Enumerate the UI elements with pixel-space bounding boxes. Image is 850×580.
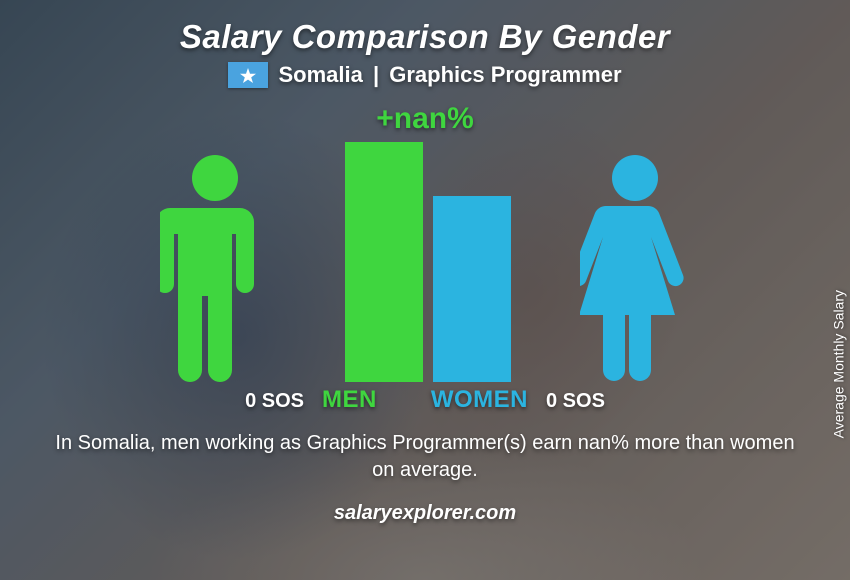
subtitle-text: Somalia | Graphics Programmer: [278, 62, 621, 88]
subtitle-row: Somalia | Graphics Programmer: [228, 62, 621, 88]
male-figure-icon: [160, 152, 270, 382]
men-value-label: 0 SOS: [245, 390, 304, 413]
y-axis-label: Average Monthly Salary: [830, 290, 846, 438]
women-bar: [433, 196, 511, 382]
infographic-content: Salary Comparison By Gender Somalia | Gr…: [0, 0, 850, 580]
flag-icon: [228, 62, 268, 88]
chart-bottom-labels: 0 SOS MEN WOMEN 0 SOS: [145, 386, 705, 414]
gender-chart: +nan% 0 SOS MEN: [145, 102, 705, 422]
men-category-label: MEN: [322, 386, 377, 414]
female-figure-icon: [580, 152, 690, 382]
site-credit: salaryexplorer.com: [334, 502, 516, 525]
women-value-label: 0 SOS: [546, 390, 605, 413]
job-title: Graphics Programmer: [389, 62, 621, 87]
men-bar: [345, 142, 423, 382]
percent-difference-label: +nan%: [376, 102, 474, 136]
women-category-label: WOMEN: [431, 386, 528, 414]
description-text: In Somalia, men working as Graphics Prog…: [55, 430, 795, 484]
page-title: Salary Comparison By Gender: [180, 18, 670, 56]
country-name: Somalia: [278, 62, 362, 87]
separator: |: [373, 62, 379, 87]
